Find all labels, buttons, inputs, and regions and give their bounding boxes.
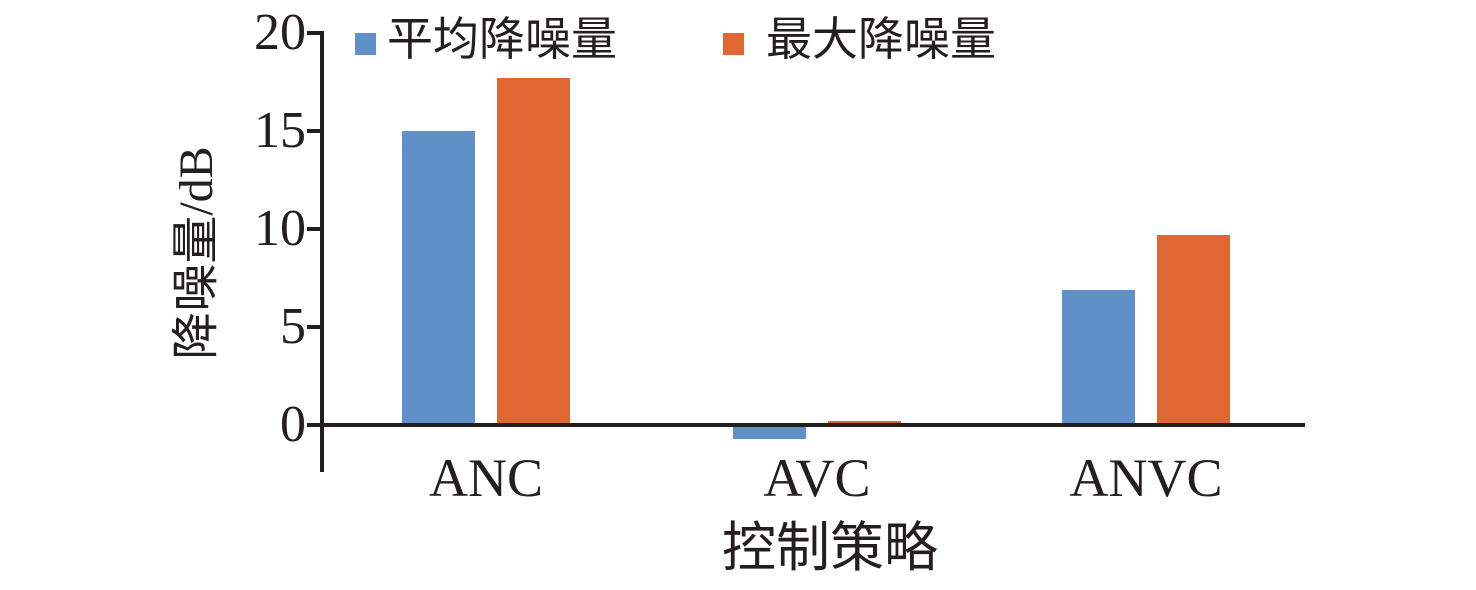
y-tick-label: 5	[280, 298, 306, 355]
legend-swatch-average-icon	[355, 33, 376, 55]
legend-label-max: 最大降噪量	[766, 14, 996, 65]
x-category-label-anvc: ANVC	[1069, 448, 1223, 508]
legend-label-average: 平均降噪量	[387, 14, 617, 65]
bar-avc-series0	[733, 425, 806, 439]
y-tick-label: 20	[254, 4, 306, 61]
y-tick-label: 15	[254, 102, 306, 159]
bar-anc-series0	[402, 131, 475, 425]
x-category-label-anc: ANC	[428, 448, 543, 508]
y-tick-mark	[307, 31, 320, 35]
y-tick-label: 10	[254, 200, 306, 257]
x-axis-title: 控制策略	[722, 518, 938, 578]
legend-swatch-max-icon	[723, 33, 744, 55]
x-axis-line	[320, 423, 1305, 427]
x-category-label-avc: AVC	[763, 448, 871, 508]
y-tick-mark	[307, 423, 320, 427]
bar-anvc-series0	[1062, 289, 1135, 425]
y-tick-label: 0	[280, 396, 306, 453]
y-tick-mark	[307, 129, 320, 133]
legend: 平均降噪量 最大降噪量	[0, 0, 1476, 75]
y-axis-line	[320, 31, 324, 472]
y-tick-mark	[307, 227, 320, 231]
bar-anc-series1	[497, 78, 570, 425]
bar-anvc-series1	[1157, 234, 1230, 425]
y-tick-mark	[307, 325, 320, 329]
